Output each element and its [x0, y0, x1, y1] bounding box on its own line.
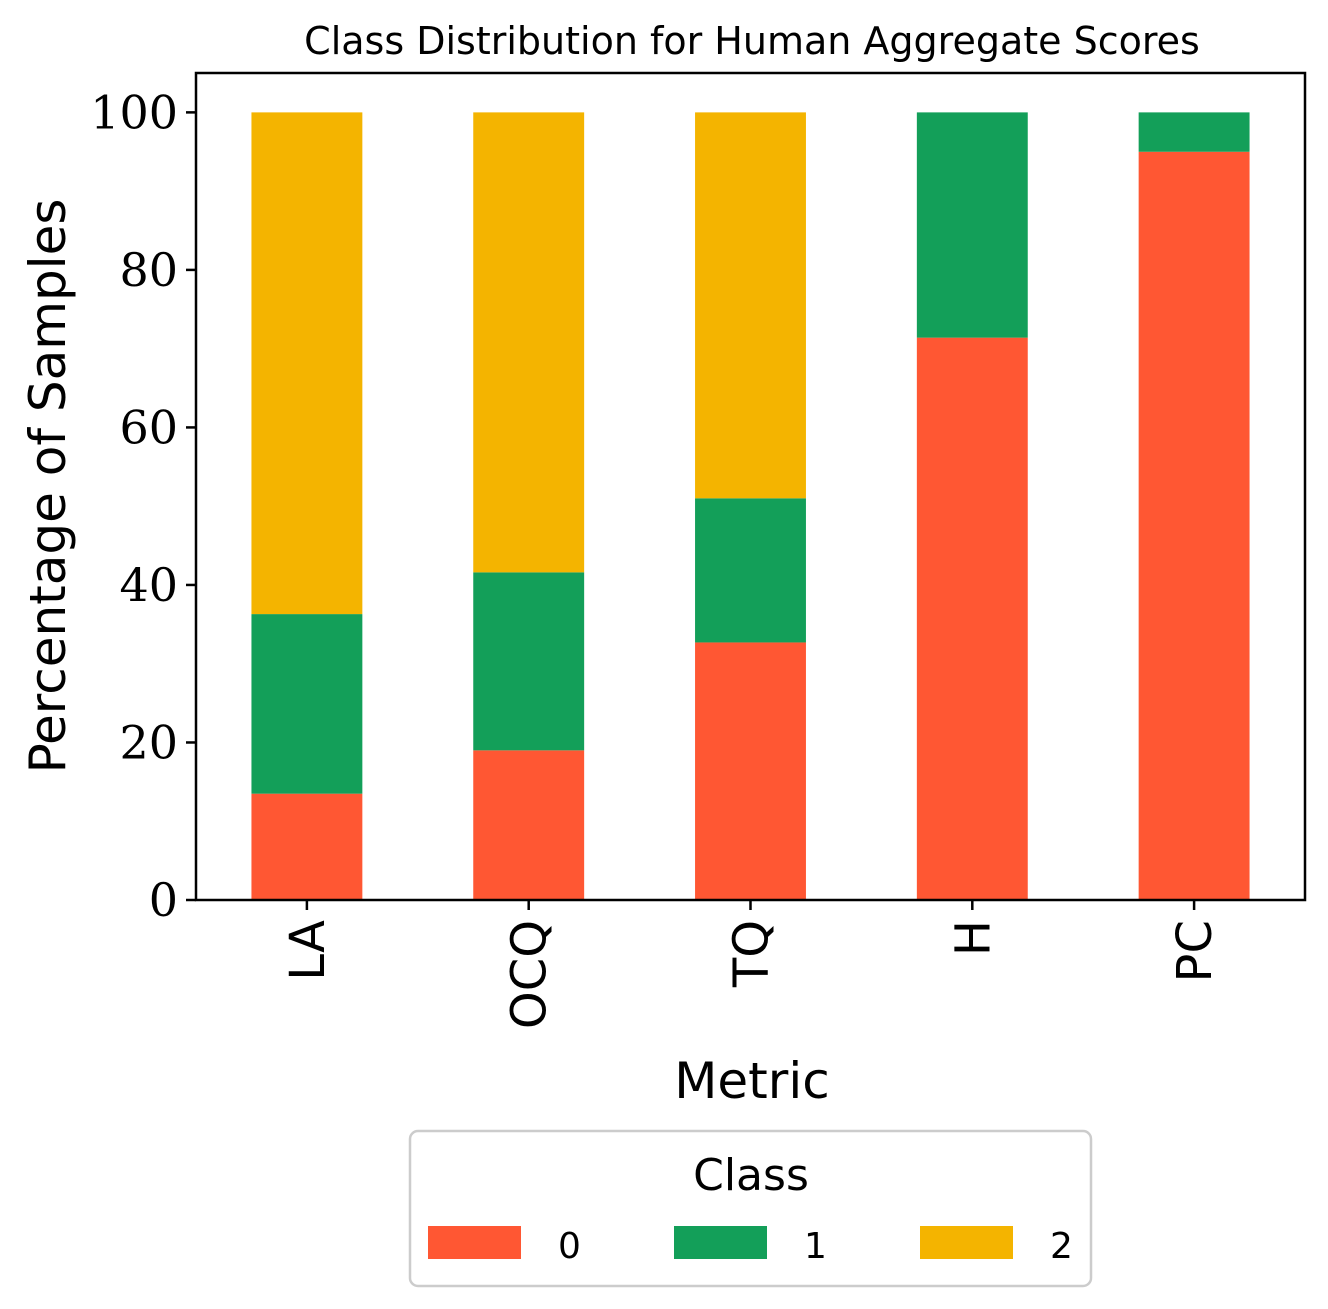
bar-h-class-1	[916, 112, 1028, 338]
bar-tq-class-2	[695, 112, 806, 499]
x-tick-label-ocq: OCQ	[502, 920, 558, 1029]
y-axis-title: Percentage of Samples	[19, 199, 77, 774]
bar-ocq-class-2	[473, 112, 585, 573]
bars-layer	[251, 112, 1250, 900]
x-axis: LA OCQ TQ H PC	[280, 900, 1223, 1029]
x-tick-label-pc: PC	[1167, 920, 1223, 982]
legend-title: Class	[693, 1150, 809, 1201]
legend-swatch-class-0	[428, 1226, 521, 1259]
y-tick-label: 0	[149, 873, 178, 927]
x-tick-label-h: H	[945, 920, 1001, 956]
bar-tq-class-0	[695, 642, 806, 900]
legend-entries: 0 1 2	[428, 1226, 1073, 1267]
y-tick-label: 20	[119, 715, 178, 769]
bar-la-class-1	[251, 614, 363, 794]
bar-ocq-class-1	[473, 572, 585, 751]
chart-title: Class Distribution for Human Aggregate S…	[304, 19, 1200, 63]
bar-h-class-0	[916, 337, 1028, 900]
legend: Class 0 1 2	[408, 1129, 1093, 1288]
legend-label-class-1: 1	[804, 1226, 827, 1267]
y-tick-label: 80	[119, 243, 178, 297]
bar-ocq-class-0	[473, 750, 585, 900]
y-tick-label: 60	[119, 400, 178, 454]
y-axis: 0 20 40 60 80 100	[90, 85, 196, 927]
bar-la-class-0	[251, 793, 363, 900]
bar-tq-class-1	[695, 498, 806, 643]
x-tick-label-la: LA	[280, 920, 336, 981]
legend-swatch-class-1	[674, 1226, 767, 1259]
x-axis-title: Metric	[674, 1052, 829, 1110]
bar-pc-class-0	[1138, 151, 1250, 900]
y-tick-label: 40	[119, 558, 178, 612]
bar-pc-class-1	[1138, 112, 1250, 152]
legend-swatch-class-2	[920, 1226, 1013, 1259]
legend-label-class-2: 2	[1050, 1226, 1073, 1267]
bar-la-class-2	[251, 112, 363, 615]
legend-label-class-0: 0	[558, 1226, 581, 1267]
x-tick-label-tq: TQ	[724, 920, 780, 988]
y-tick-label: 100	[90, 85, 178, 139]
